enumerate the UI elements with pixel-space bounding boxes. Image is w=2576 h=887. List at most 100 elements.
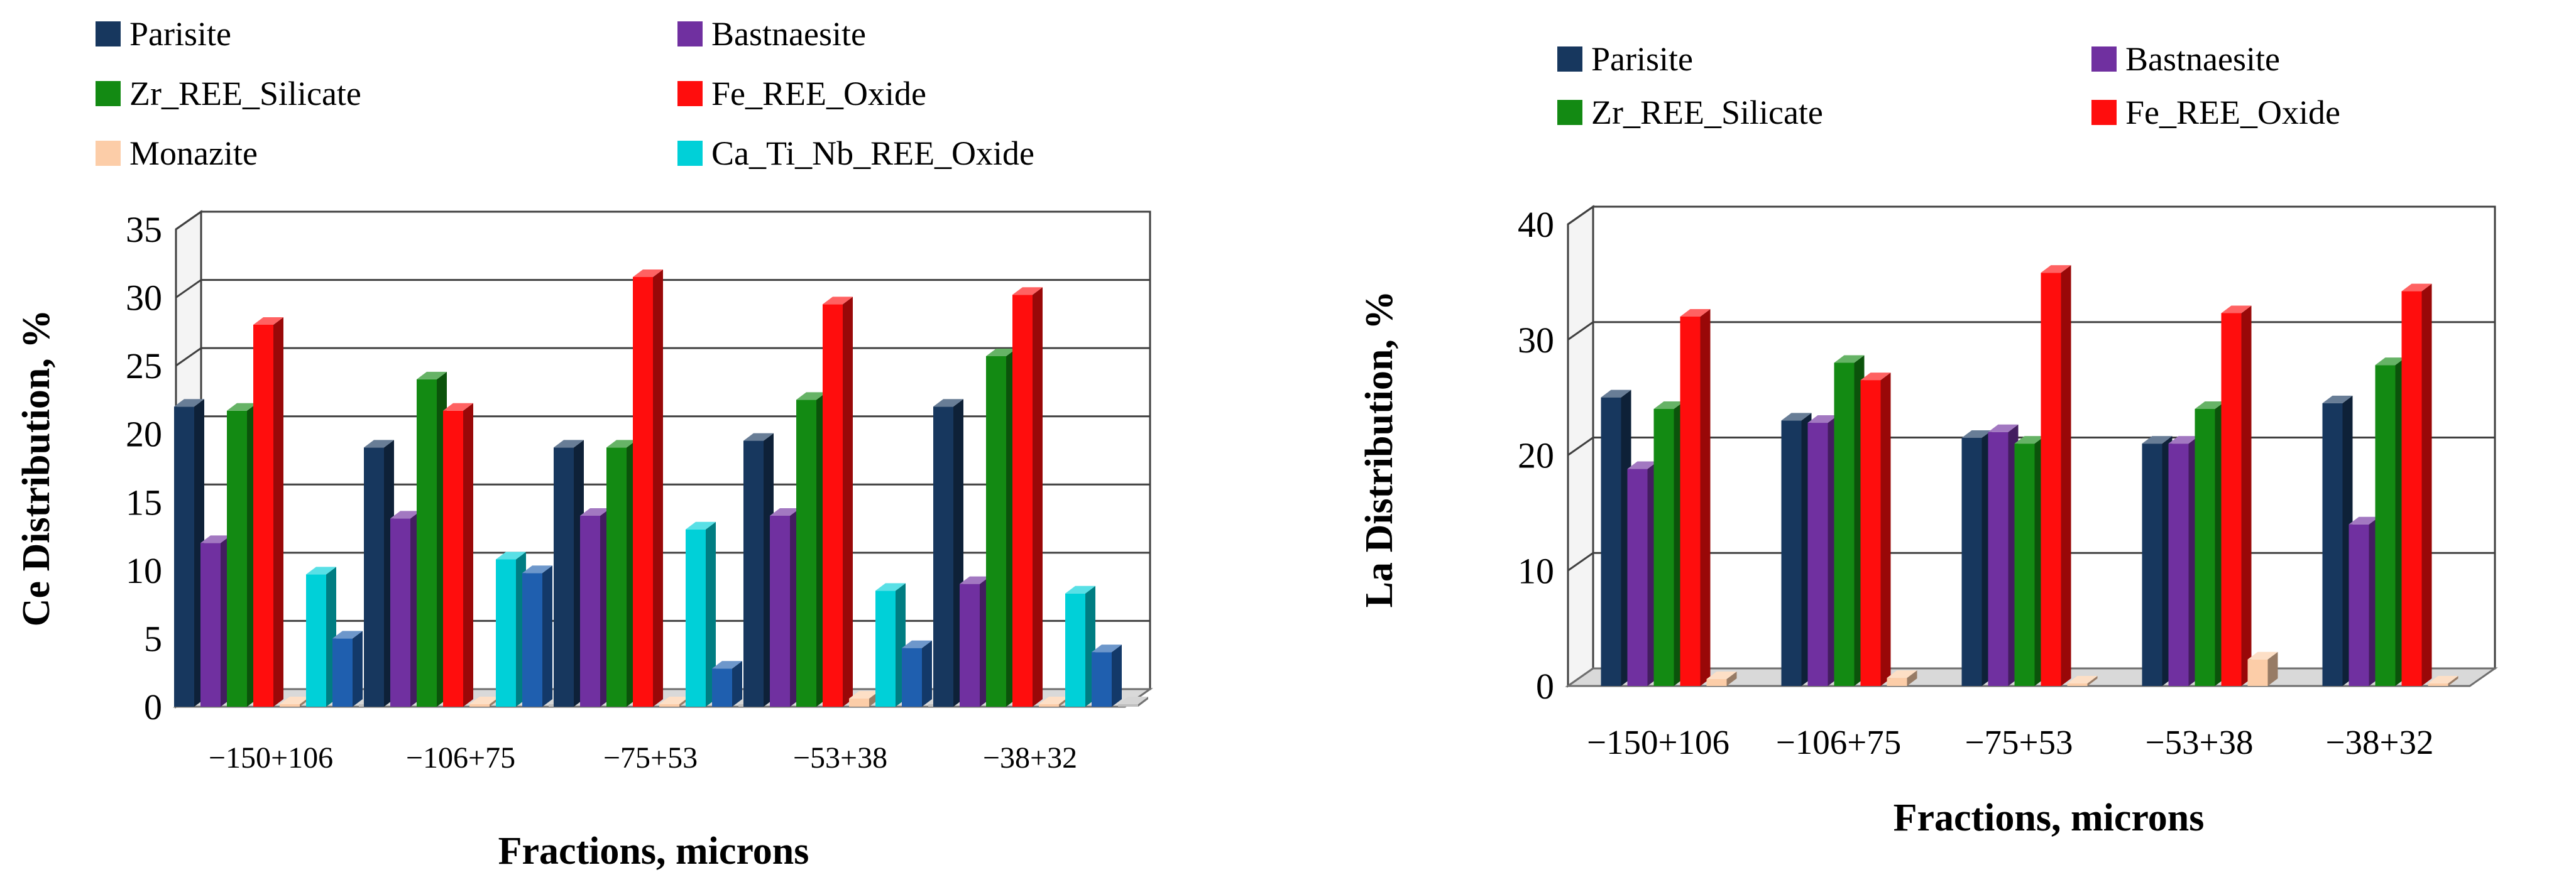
ce-bar [227, 403, 257, 707]
ce-bar-front [606, 447, 627, 707]
la-bar [1680, 309, 1711, 686]
ce-bar [306, 567, 336, 707]
ce-bar [1065, 585, 1095, 707]
ce-y-axis-label: Ce Distribution, % [15, 310, 58, 627]
ce-bar [332, 631, 363, 707]
ce-bar [875, 583, 906, 707]
la-legend-label: Bastnaesite [2125, 40, 2280, 78]
la-bar-top [2322, 395, 2353, 403]
ce-y-tick-label: 20 [126, 414, 162, 455]
ce-bar-front [933, 406, 953, 707]
ce-bar [1012, 287, 1043, 707]
la-bar-side [1907, 670, 1917, 686]
ce-bar-front [522, 573, 542, 707]
la-legend-label: Fe_REE_Oxide [2125, 94, 2340, 131]
la-gridline [1567, 321, 2495, 340]
ce-bar [686, 521, 716, 707]
la-bar-top [1680, 309, 1711, 317]
ce-bar-front [417, 379, 437, 707]
ce-bar-side [1138, 697, 1148, 707]
ce-bar-front [580, 516, 600, 707]
ce-bar [743, 433, 774, 707]
la-bar [1781, 413, 1812, 686]
ce-bar-front [1118, 704, 1138, 707]
ce-bar-top [875, 583, 906, 591]
ce-x-tick-label: −38+32 [983, 741, 1077, 775]
la-bar-side [2061, 265, 2071, 686]
ce-bar-top [1039, 697, 1069, 704]
la-bar-side [2421, 283, 2432, 686]
ce-bar-top [469, 697, 500, 704]
ce-x-tick-label: −150+106 [209, 741, 333, 775]
ce-bar-front [1092, 652, 1112, 707]
la-bar [2401, 283, 2432, 686]
ce-legend-label: Bastnaesite [711, 15, 866, 53]
la-bar [2428, 676, 2458, 686]
ce-bar [712, 661, 742, 707]
la-x-tick-label: −106+75 [1776, 723, 1902, 761]
ce-bar [253, 317, 283, 707]
ce-legend-label: Zr_REE_Silicate [129, 75, 361, 112]
ce-bar-top [659, 697, 689, 704]
la-x-tick-label: −150+106 [1587, 723, 1729, 761]
ce-bar-side [463, 403, 473, 707]
ce-bar [823, 297, 853, 707]
ce-bar-front [633, 277, 653, 707]
la-legend: Parisite Bastnaesite Zr_REE_Silicate Fe_REE… [1557, 40, 2340, 131]
la-bar-front [1834, 362, 1855, 686]
la-gridline [1567, 205, 2495, 226]
ce-legend-swatch [677, 141, 703, 166]
la-bar [1627, 461, 1658, 686]
la-bar-front [1781, 420, 1802, 686]
la-bar [1706, 671, 1737, 686]
ce-bar-front [770, 516, 790, 707]
la-bar-top [2168, 436, 2199, 444]
la-y-tick-label: 20 [1518, 435, 1554, 476]
la-bar [2014, 436, 2045, 686]
ce-bar-top [823, 297, 853, 305]
ce-legend: Parisite Bastnaesite Zr_REE_Silicate Fe_REE… [96, 15, 1034, 172]
la-y-tick-label: 30 [1518, 320, 1554, 361]
ce-legend-swatch [677, 81, 703, 106]
ce-bar-front [743, 440, 764, 707]
ce-bar-front [174, 406, 194, 707]
ce-legend-entry: Fe_REE_Oxide [677, 75, 926, 112]
ce-bar-top [712, 661, 742, 669]
la-bar-top [2195, 401, 2225, 409]
la-bar-front [2195, 409, 2215, 686]
ce-bar-top [770, 508, 800, 516]
ce-bar-front [659, 704, 679, 707]
la-bar-side [1880, 373, 1891, 686]
ce-y-tick-label: 5 [144, 618, 162, 659]
la-bar [2221, 305, 2252, 686]
ce-legend-label: Monazite [129, 134, 258, 172]
ce-bar-side [542, 565, 552, 707]
ce-bar-top [606, 440, 637, 448]
ce-bar-front [875, 590, 896, 707]
ce-legend-entry: Parisite [96, 15, 231, 53]
la-bar-top [1653, 401, 1684, 409]
la-legend-swatch [2091, 46, 2117, 72]
la-bar-top [1834, 355, 1865, 363]
la-bar-top [2428, 676, 2458, 683]
ce-bar [522, 565, 552, 707]
ce-bar-front [902, 648, 922, 707]
la-bar-front [1601, 397, 1621, 686]
ce-bar-top [1118, 697, 1148, 704]
la-bar-side [2087, 676, 2098, 686]
la-legend-entry: Fe_REE_Oxide [2091, 94, 2340, 131]
ce-bar-top [332, 631, 363, 639]
la-x-tick-label: −38+32 [2325, 723, 2433, 761]
ce-bar-front [1012, 295, 1033, 707]
ce-bar [496, 552, 526, 707]
ce-bar-top [174, 399, 204, 407]
la-bar [2349, 516, 2379, 686]
ce-bar [960, 576, 990, 707]
la-bar-front [2401, 291, 2422, 686]
ce-bar-front [712, 668, 732, 707]
ce-bar-side [732, 661, 742, 707]
ce-bar [986, 348, 1016, 707]
la-y-tick-label: 10 [1518, 550, 1554, 591]
la-bar-top [2349, 516, 2379, 525]
